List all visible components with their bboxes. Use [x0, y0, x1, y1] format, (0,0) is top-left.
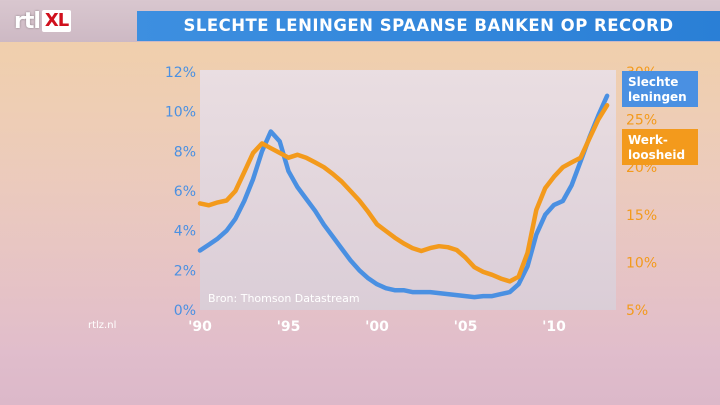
left-tick-label: 12%: [165, 65, 196, 81]
legend-label-2: loosheid: [628, 148, 685, 162]
x-tick-label: '90: [188, 319, 212, 335]
logo-main: rtl: [14, 9, 41, 34]
series-group: [197, 93, 610, 300]
source-note: Bron: Thomson Datastream: [208, 292, 360, 305]
rtl-xl-logo: rtl XL: [14, 8, 72, 36]
right-tick-label: 10%: [626, 255, 657, 271]
legend-label-2: Werk-: [628, 133, 668, 147]
x-tick-label: '10: [542, 319, 566, 335]
right-tick-label: 15%: [626, 208, 657, 224]
x-tick-label: '00: [365, 319, 389, 335]
legend-label-1: leningen: [628, 90, 687, 104]
x-tick-label: '05: [454, 319, 478, 335]
page-title: SLECHTE LENINGEN SPAANSE BANKEN OP RECOR…: [137, 11, 720, 41]
logo-sub: XL: [41, 10, 72, 32]
left-tick-label: 4%: [174, 224, 196, 240]
left-tick-label: 10%: [165, 105, 196, 121]
left-tick-label: 0%: [174, 303, 196, 319]
x-tick-label: '95: [277, 319, 301, 335]
right-tick-label: 25%: [626, 113, 657, 129]
legend-label-1: Slechte: [628, 75, 678, 89]
left-tick-label: 8%: [174, 144, 196, 160]
plot-area: [200, 70, 616, 310]
left-tick-label: 2%: [174, 263, 196, 279]
footer-url: rtlz.nl: [88, 320, 117, 331]
legend-swatch-2: [622, 129, 698, 165]
series-line-1: [197, 93, 610, 300]
left-tick-label: 6%: [174, 184, 196, 200]
right-tick-label: 5%: [626, 303, 648, 319]
left-axis: 0% 2% 4% 6% 8% 10% 12%: [165, 65, 196, 319]
legend-swatch-1: [622, 71, 698, 107]
series-line-2: [197, 103, 610, 284]
x-axis: '90 '95 '00 '05 '10: [188, 319, 566, 335]
